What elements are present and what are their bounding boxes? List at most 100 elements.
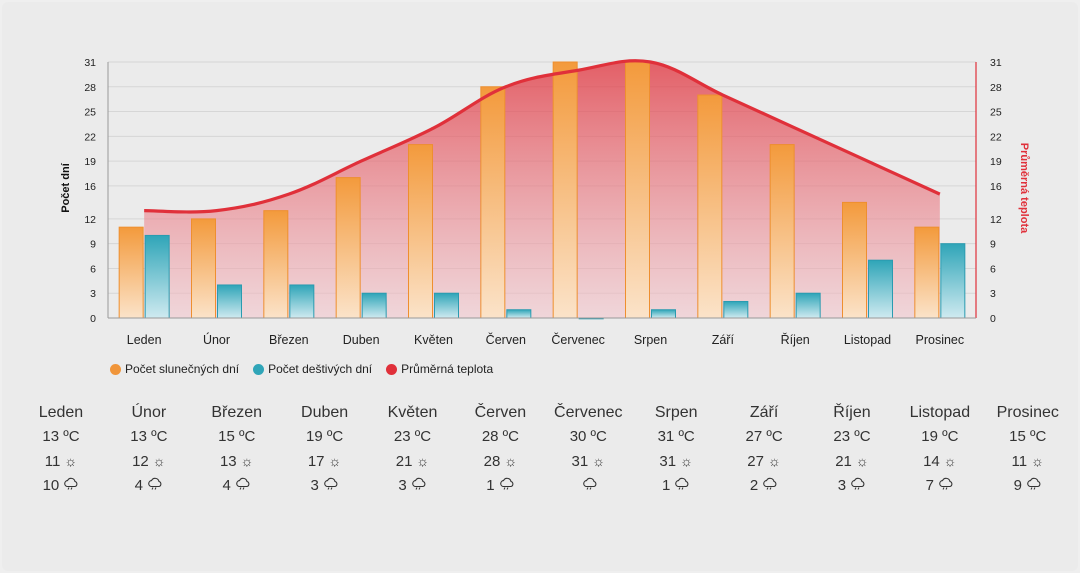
month-rainy: 4: [193, 473, 281, 497]
y-tick-label-left: 3: [90, 288, 96, 300]
month-rainy: [544, 473, 632, 497]
rain-cloud-icon: [850, 473, 866, 497]
bar-rainy-days[interactable]: [868, 259, 893, 319]
bar-rainy-days[interactable]: [723, 300, 749, 319]
bar-rainy-days[interactable]: [144, 234, 170, 319]
sunny-count: 31: [571, 453, 589, 470]
month-column: Srpen 31 ºC 31 ☼ 1: [632, 401, 720, 497]
chart-legend: Počet slunečných dní Počet deštivých dní…: [110, 362, 493, 376]
rain-cloud-icon: [411, 473, 427, 497]
month-name: Prosinec: [996, 404, 1059, 421]
month-rainy: 3: [281, 473, 369, 497]
y-tick-label-right: 19: [990, 156, 1002, 168]
month-rainy: 1: [456, 473, 544, 497]
bar-sunny-days[interactable]: [408, 144, 433, 319]
y-tick-label-left: 16: [84, 181, 96, 193]
x-tick-label: Únor: [203, 332, 230, 347]
bar-rainy-days[interactable]: [506, 309, 532, 319]
bar-sunny-days[interactable]: [480, 86, 506, 319]
month-temperature: 28 ºC: [481, 428, 519, 445]
y-tick-label-right: 31: [990, 57, 1002, 69]
sun-icon: ☼: [1031, 453, 1044, 469]
month-temperature: 30 ºC: [569, 428, 607, 445]
month-temperature: 23 ºC: [393, 428, 432, 445]
month-column: Květen 23 ºC 21 ☼ 3: [369, 401, 457, 497]
bar-sunny-days[interactable]: [842, 201, 867, 319]
y-tick-label-right: 22: [990, 131, 1002, 143]
y-tick-label-right: 16: [990, 181, 1002, 193]
bar-rainy-days[interactable]: [795, 292, 821, 319]
month-name: Únor: [131, 404, 167, 421]
x-tick-label: Červen: [486, 332, 526, 347]
bar-sunny-days[interactable]: [118, 226, 144, 319]
rainy-count: 1: [486, 477, 495, 494]
sun-icon: ☼: [943, 453, 957, 469]
legend-item-rainy[interactable]: Počet deštivých dní: [253, 362, 372, 376]
bar-rainy-days[interactable]: [940, 243, 966, 319]
sun-icon: ☼: [416, 453, 430, 469]
sunny-count: 27: [747, 453, 764, 470]
month-temperature: 15 ºC: [1009, 428, 1047, 445]
rain-cloud-icon: [499, 473, 515, 497]
bar-sunny-days[interactable]: [191, 218, 216, 319]
x-tick-label: Listopad: [844, 333, 891, 347]
sunny-count: 21: [835, 453, 852, 470]
bar-rainy-days[interactable]: [217, 284, 242, 319]
bar-rainy-days[interactable]: [361, 292, 387, 319]
y-tick-label-left: 6: [90, 263, 96, 275]
month-temperature: 27 ºC: [745, 428, 783, 445]
legend-item-temperature[interactable]: Průměrná teplota: [386, 362, 493, 376]
bar-sunny-days[interactable]: [769, 144, 795, 319]
x-tick-label: Říjen: [781, 332, 810, 347]
y-tick-label-left: 0: [90, 313, 96, 325]
y-tick-label-left: 9: [90, 239, 96, 251]
bar-sunny-days[interactable]: [552, 61, 578, 319]
x-tick-label: Prosinec: [916, 333, 965, 347]
bar-sunny-days[interactable]: [914, 226, 940, 319]
rainy-count: 2: [749, 477, 759, 494]
month-rainy: 7: [896, 473, 984, 497]
bar-sunny-days[interactable]: [263, 210, 289, 319]
sun-icon: ☼: [767, 453, 781, 469]
bar-sunny-days[interactable]: [697, 94, 723, 319]
month-name: Červenec: [554, 404, 623, 421]
month-name: Leden: [38, 404, 84, 421]
sun-icon: ☼: [328, 453, 342, 469]
legend-label-temperature: Průměrná teplota: [401, 362, 494, 376]
month-column: Červenec 30 ºC 31 ☼: [544, 401, 632, 497]
sun-icon: ☼: [855, 453, 869, 469]
sunny-count: 14: [923, 453, 940, 470]
bar-rainy-days[interactable]: [651, 309, 676, 319]
y-tick-label-left: 28: [84, 82, 96, 94]
month-name: Červen: [474, 404, 527, 421]
bar-sunny-days[interactable]: [625, 61, 650, 319]
monthly-summary-table: Leden 13 ºC 11 ☼ 10 Únor 13 ºC 12 ☼ 4 Březen 15 ºC 1…: [17, 401, 1072, 497]
sunny-count: 13: [219, 453, 237, 470]
y-tick-label-right: 3: [990, 288, 996, 300]
bar-rainy-days[interactable]: [289, 284, 315, 319]
x-tick-label: Březen: [269, 333, 309, 347]
y-tick-label-left: 31: [84, 57, 96, 69]
month-name: Březen: [211, 404, 263, 421]
month-rainy: 1: [632, 473, 720, 497]
bar-sunny-days[interactable]: [335, 177, 361, 319]
month-rainy: 4: [105, 473, 193, 497]
sun-icon: ☼: [64, 453, 78, 469]
month-sunny: 28 ☼: [456, 449, 544, 473]
month-sunny: 12 ☼: [105, 449, 193, 473]
month-temperature: 23 ºC: [833, 428, 871, 445]
month-temperature: 13 ºC: [42, 428, 80, 445]
bar-rainy-days[interactable]: [434, 292, 459, 319]
sun-icon: ☼: [504, 453, 518, 469]
rainy-count: 3: [310, 477, 319, 494]
legend-item-sunny[interactable]: Počet slunečných dní: [110, 362, 239, 376]
legend-dot-sunny: [110, 363, 121, 375]
month-column: Prosinec 15 ºC 11 ☼ 9: [984, 401, 1072, 497]
temperature-line: [144, 59, 941, 214]
y-axis-title-left: Počet dní: [60, 162, 72, 212]
sunny-count: 31: [659, 453, 677, 470]
y-tick-label-left: 25: [84, 107, 96, 119]
legend-label-sunny: Počet slunečných dní: [125, 362, 240, 376]
sun-icon: ☼: [152, 453, 166, 469]
